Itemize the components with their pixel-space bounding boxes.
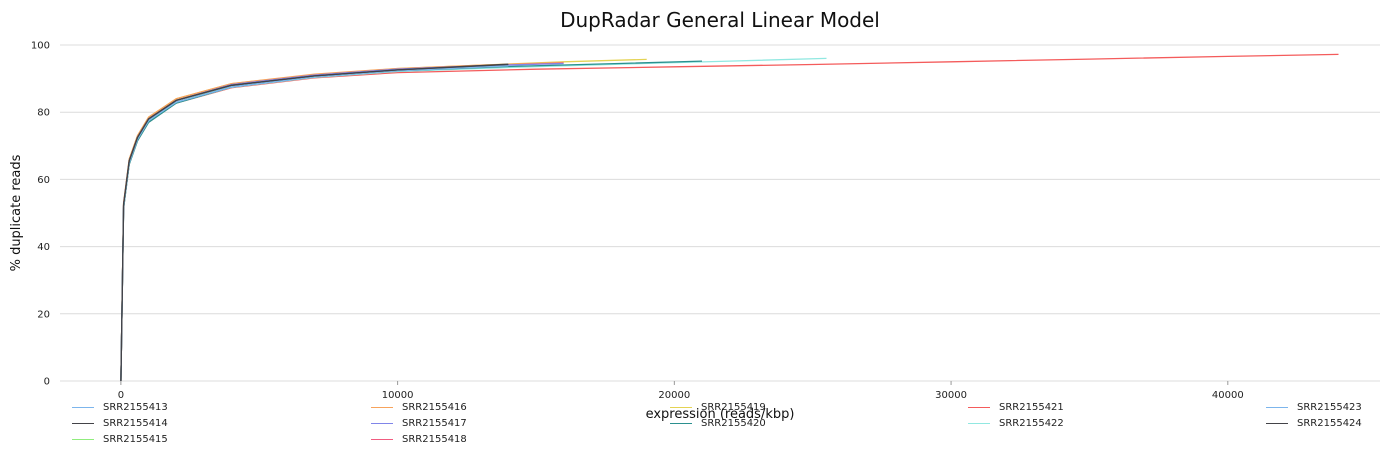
- legend-swatch: [670, 407, 692, 408]
- legend-label: SRR2155421: [999, 402, 1064, 413]
- y-tick-label: 40: [37, 242, 50, 253]
- legend-swatch: [968, 423, 990, 424]
- y-tick-label: 80: [37, 108, 50, 119]
- legend-label: SRR2155420: [701, 418, 766, 429]
- legend-label: SRR2155416: [402, 402, 467, 413]
- legend-label: SRR2155417: [402, 418, 467, 429]
- legend-label: SRR2155424: [1297, 418, 1362, 429]
- series-line-srr2155423: [120, 64, 509, 382]
- legend-swatch: [968, 407, 990, 408]
- legend-swatch: [1266, 407, 1288, 408]
- legend-item[interactable]: SRR2155414: [72, 418, 168, 429]
- legend-item[interactable]: SRR2155416: [371, 402, 467, 413]
- y-tick-label: 20: [37, 309, 50, 320]
- series-line-srr2155417: [120, 62, 564, 382]
- series-line-srr2155413: [120, 65, 509, 382]
- series-line-srr2155419: [120, 58, 647, 382]
- y-tick-label: 100: [31, 41, 50, 52]
- legend-item[interactable]: SRR2155417: [371, 418, 467, 429]
- legend-label: SRR2155419: [701, 402, 766, 413]
- legend-label: SRR2155422: [999, 418, 1064, 429]
- chart-canvas: DupRadar General Linear Model 0 20 40 60 80 1…: [9, 8, 1380, 400]
- series-line-srr2155420: [120, 60, 703, 382]
- legend-item[interactable]: SRR2155424: [1266, 418, 1362, 429]
- legend-swatch: [1266, 423, 1288, 424]
- x-axis-ticks: 0 10000 20000 30000 40000: [118, 381, 1244, 400]
- y-tick-label: 60: [37, 175, 50, 186]
- y-axis-ticks: 0 20 40 60 80 100: [31, 41, 50, 388]
- grid-lines: [60, 44, 1380, 382]
- chart-title: DupRadar General Linear Model: [560, 8, 880, 32]
- legend-label: SRR2155418: [402, 434, 467, 445]
- legend-swatch: [371, 423, 393, 424]
- legend-item[interactable]: SRR2155419: [670, 402, 766, 413]
- legend-swatch: [371, 407, 393, 408]
- series-line-srr2155421: [120, 53, 1339, 382]
- legend-item[interactable]: SRR2155418: [371, 434, 467, 445]
- legend-swatch: [371, 439, 393, 440]
- series-lines: [120, 53, 1339, 382]
- legend-label: SRR2155414: [103, 418, 168, 429]
- legend-swatch: [670, 423, 692, 424]
- y-tick-label: 0: [44, 377, 50, 388]
- x-tick-label: 10000: [382, 390, 414, 400]
- series-line-srr2155416: [120, 61, 564, 382]
- legend-swatch: [72, 423, 94, 424]
- chart-legend: SRR2155413 SRR2155414 SRR2155415 SRR2155416…: [72, 402, 1372, 454]
- y-axis-label: % duplicate reads: [9, 154, 24, 271]
- x-tick-label: 30000: [935, 390, 967, 400]
- legend-item[interactable]: SRR2155415: [72, 434, 168, 445]
- legend-item[interactable]: SRR2155423: [1266, 402, 1362, 413]
- legend-item[interactable]: SRR2155421: [968, 402, 1064, 413]
- legend-item[interactable]: SRR2155420: [670, 418, 766, 429]
- x-tick-label: 0: [118, 390, 124, 400]
- legend-item[interactable]: SRR2155422: [968, 418, 1064, 429]
- legend-swatch: [72, 439, 94, 440]
- legend-swatch: [72, 407, 94, 408]
- series-line-srr2155424: [120, 63, 509, 382]
- x-tick-label: 40000: [1212, 390, 1244, 400]
- series-line-srr2155422: [120, 57, 827, 382]
- legend-label: SRR2155423: [1297, 402, 1362, 413]
- series-line-srr2155418: [120, 62, 564, 382]
- x-tick-label: 20000: [658, 390, 690, 400]
- legend-label: SRR2155415: [103, 434, 168, 445]
- legend-label: SRR2155413: [103, 402, 168, 413]
- legend-item[interactable]: SRR2155413: [72, 402, 168, 413]
- series-line-srr2155415: [120, 65, 481, 382]
